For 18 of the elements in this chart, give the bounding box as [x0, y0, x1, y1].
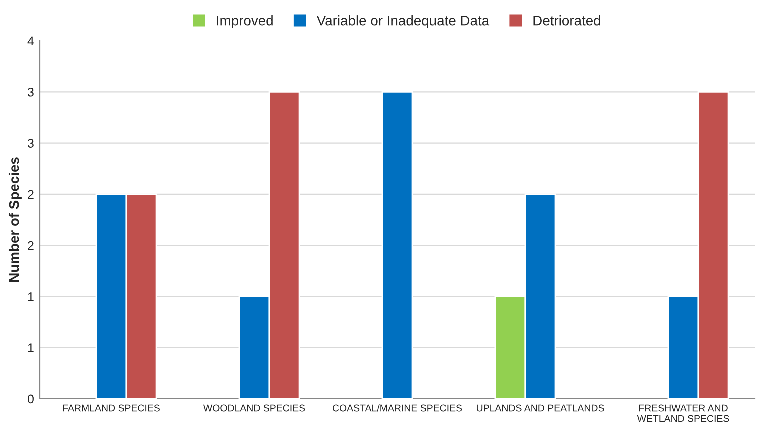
y-tick-label: 1	[28, 292, 34, 302]
y-tick-label: 1	[28, 344, 34, 352]
x-tick-label: WOODLAND SPECIES	[203, 404, 306, 412]
y-axis-title: Number of Species	[8, 158, 22, 282]
y-tick-label: 4	[28, 36, 34, 46]
legend-label: Variable or Inadequate Data	[316, 16, 490, 28]
bar	[382, 91, 414, 399]
y-tick-label: 2	[28, 241, 34, 250]
y-tick-label: 3	[28, 139, 34, 148]
y-tick-label: 0	[28, 394, 34, 404]
y-tick-label: 2	[28, 190, 34, 199]
x-tick-label: UPLANDS AND PEATLANDS	[477, 404, 604, 412]
legend-label: Detriorated	[534, 16, 600, 26]
legend-label: Improved	[217, 16, 273, 28]
x-tick-label: FARMLAND SPECIES	[63, 404, 160, 412]
x-tick-label: FRESHWATER AND WETLAND SPECIES	[637, 404, 730, 422]
x-tick-label: COASTAL/MARINE SPECIES	[332, 404, 462, 412]
y-tick-label: 3	[28, 88, 34, 97]
